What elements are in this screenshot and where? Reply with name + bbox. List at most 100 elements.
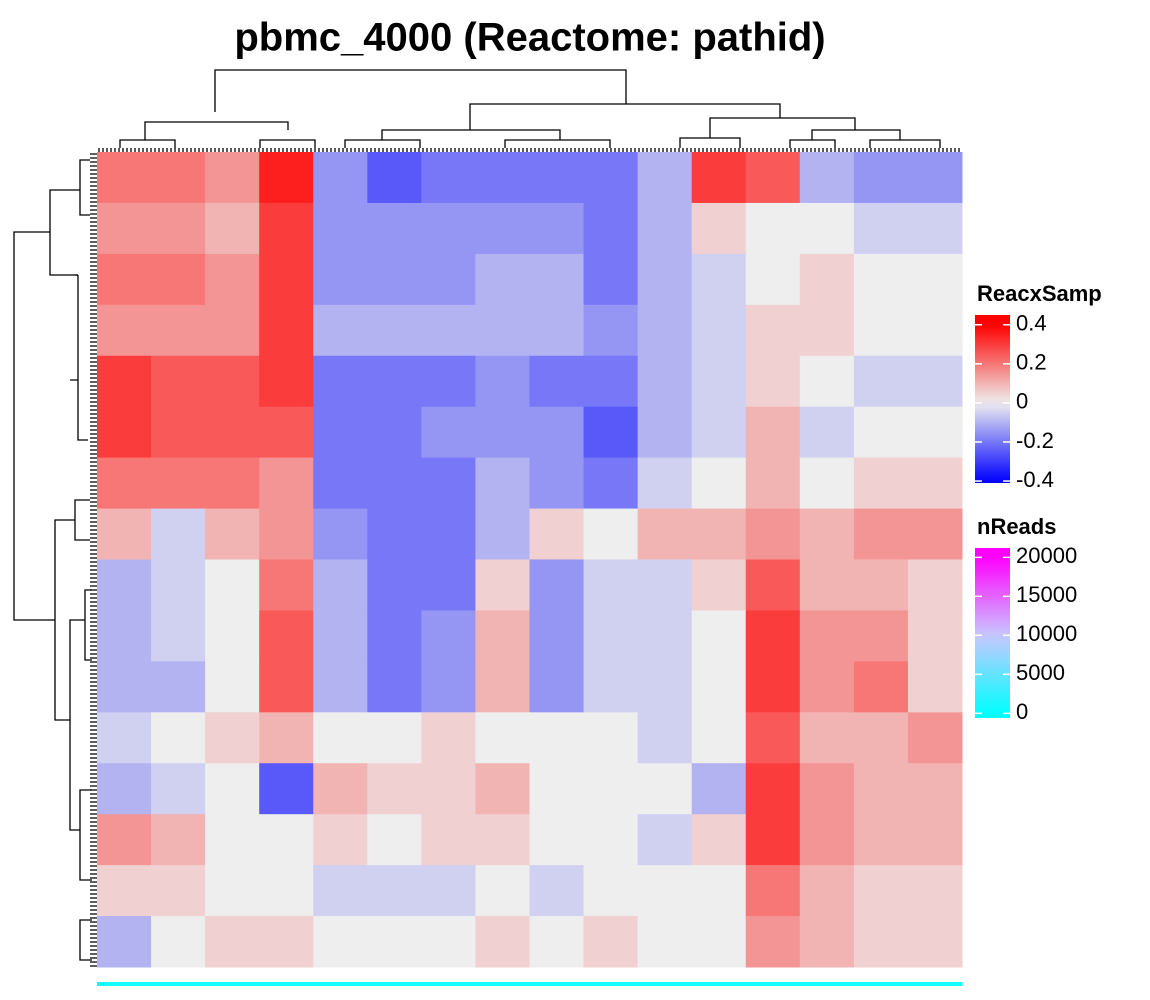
heat-cell — [745, 712, 801, 764]
heat-cell — [313, 661, 368, 713]
heat-cell — [367, 152, 422, 204]
heat-cell — [259, 559, 314, 611]
heat-cell — [637, 916, 693, 968]
heat-cell — [637, 763, 693, 815]
heat-cell — [529, 406, 585, 459]
heat-cell — [691, 202, 747, 255]
heat-cell — [259, 865, 314, 917]
heat-cell — [205, 253, 260, 306]
heat-cell — [421, 916, 476, 968]
heat-cell — [583, 202, 639, 255]
heat-cell — [907, 763, 963, 815]
heat-cell — [367, 712, 422, 764]
heat-cell — [313, 202, 368, 255]
heat-cell — [583, 355, 639, 408]
heat-cell — [205, 559, 260, 611]
heat-cell — [583, 814, 639, 866]
heat-cell — [367, 559, 422, 611]
heat-cell — [151, 152, 206, 204]
heat-cell — [691, 559, 747, 611]
heat-cell — [799, 457, 855, 510]
heat-cell — [475, 253, 530, 306]
heat-cell — [853, 406, 909, 459]
heat-cell — [529, 814, 585, 866]
heat-cell — [97, 304, 152, 357]
heat-cell — [259, 253, 314, 306]
heat-cell — [637, 304, 693, 357]
heat-cell — [907, 712, 963, 764]
annotation-cell — [799, 982, 855, 986]
heat-cell — [637, 712, 693, 764]
heat-cell — [691, 916, 747, 968]
heat-cell — [745, 202, 801, 255]
heat-cell — [691, 865, 747, 917]
heat-cell — [583, 253, 639, 306]
legends: ReacxSamp 0.4 0.2 0 -0.2 -0.4 nReads 20000 15000… — [975, 281, 1102, 724]
heat-cell — [691, 508, 747, 560]
heat-cell — [475, 355, 530, 408]
heat-cell — [97, 508, 152, 560]
annotation-cell — [421, 982, 476, 986]
heat-cell — [799, 508, 855, 560]
legend-colorbar — [975, 315, 1010, 483]
heat-cell — [529, 610, 585, 662]
annotation-cell — [907, 982, 963, 986]
heat-cell — [853, 355, 909, 408]
heat-cell — [97, 763, 152, 815]
heat-cell — [691, 304, 747, 357]
legend-colorbar — [975, 548, 1010, 718]
heat-cell — [421, 661, 476, 713]
heat-cell — [745, 814, 801, 866]
heat-cell — [151, 406, 206, 459]
heat-cell — [853, 152, 909, 204]
heat-cell — [583, 304, 639, 357]
heat-cell — [529, 559, 585, 611]
column-dendrogram — [98, 69, 960, 152]
heat-cell — [151, 763, 206, 815]
heat-cell — [583, 916, 639, 968]
annotation-cell — [151, 982, 206, 986]
heat-cell — [529, 508, 585, 560]
heat-cell — [367, 457, 422, 510]
heat-cell — [421, 304, 476, 357]
heat-cell — [205, 508, 260, 560]
heat-cell — [745, 152, 801, 204]
legend-title: ReacxSamp — [977, 281, 1102, 306]
heat-cell — [259, 152, 314, 204]
heat-cell — [745, 661, 801, 713]
annotation-cell — [745, 982, 801, 986]
heat-cell — [151, 253, 206, 306]
heat-cell — [529, 152, 585, 204]
heat-cell — [853, 457, 909, 510]
heat-cell — [799, 916, 855, 968]
heat-cell — [853, 814, 909, 866]
heat-cell — [313, 457, 368, 510]
heat-cell — [853, 712, 909, 764]
annotation-track — [97, 982, 963, 986]
annotation-cell — [691, 982, 747, 986]
heat-cell — [313, 355, 368, 408]
heat-cell — [259, 406, 314, 459]
heat-cell — [259, 763, 314, 815]
annotation-cell — [259, 982, 314, 986]
legend-tick-label: -0.4 — [1016, 467, 1054, 492]
heat-cell — [907, 610, 963, 662]
heat-cell — [313, 814, 368, 866]
heatmap — [97, 152, 963, 968]
heat-cell — [529, 202, 585, 255]
heat-cell — [313, 610, 368, 662]
heat-cell — [583, 661, 639, 713]
heat-cell — [475, 916, 530, 968]
heat-cell — [97, 661, 152, 713]
heat-cell — [691, 355, 747, 408]
heat-cell — [583, 712, 639, 764]
heat-cell — [97, 814, 152, 866]
heat-cell — [97, 152, 152, 204]
heat-cell — [313, 508, 368, 560]
heat-cell — [529, 661, 585, 713]
heat-cell — [475, 508, 530, 560]
heat-cell — [313, 406, 368, 459]
heat-cell — [421, 610, 476, 662]
heat-cell — [97, 559, 152, 611]
heat-cell — [475, 865, 530, 917]
